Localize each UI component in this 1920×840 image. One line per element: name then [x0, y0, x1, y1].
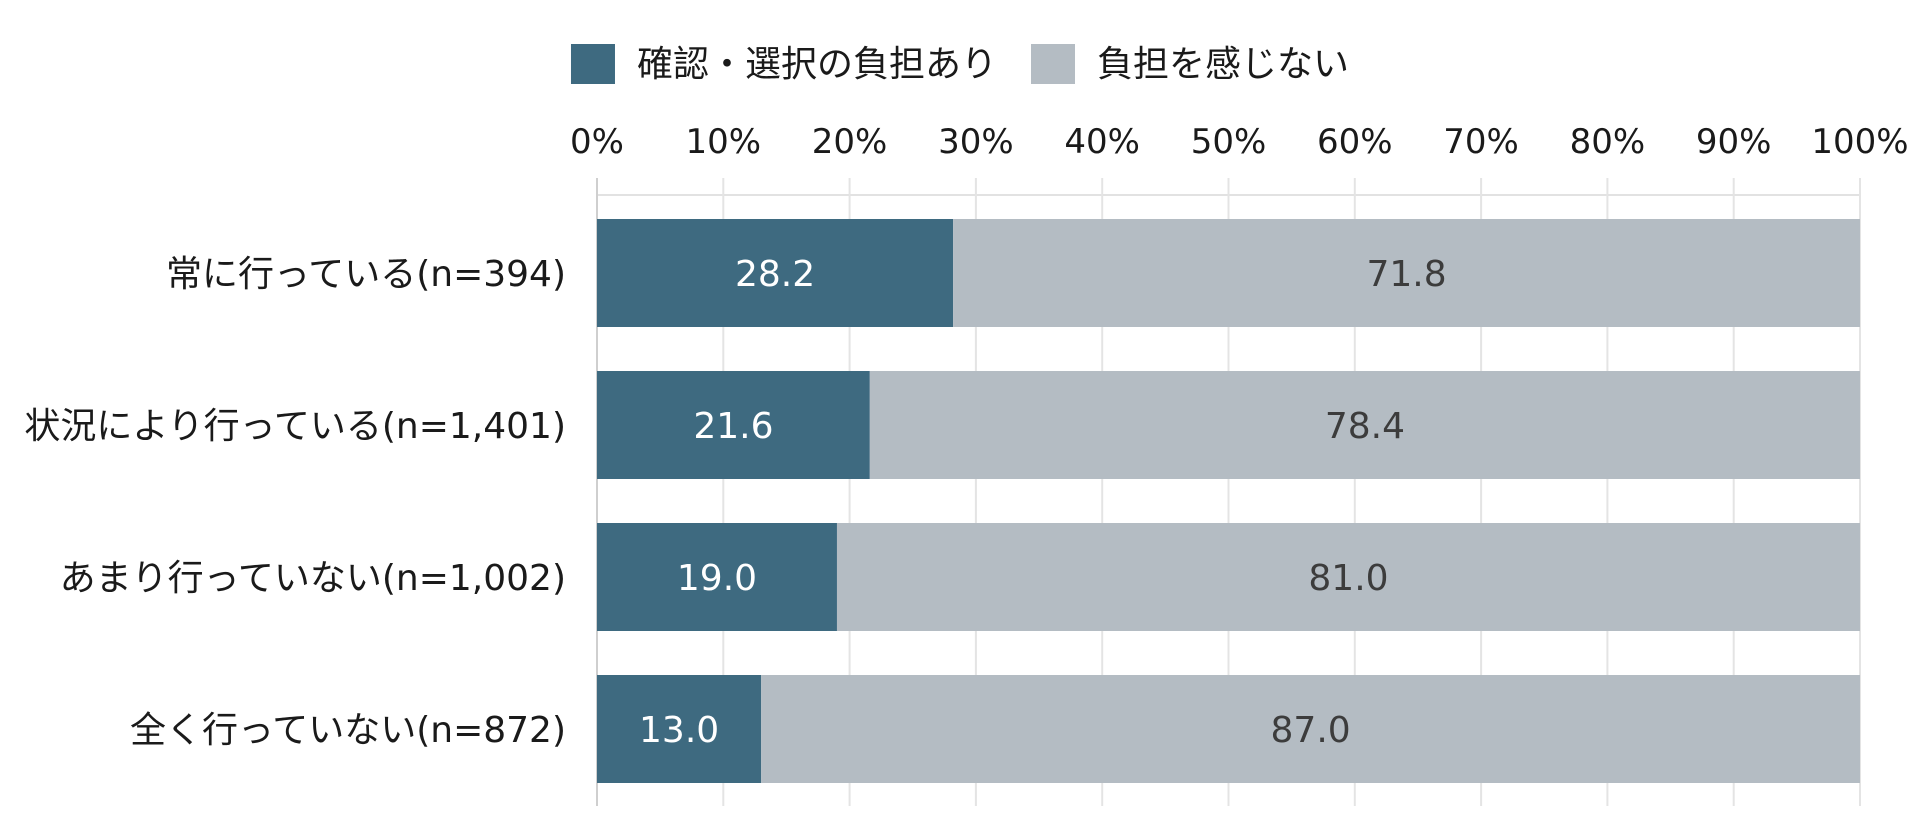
- x-tick-label: 40%: [1064, 122, 1140, 162]
- data-label: 13.0: [639, 710, 719, 751]
- x-tick-label: 70%: [1443, 122, 1519, 162]
- legend-item: 確認・選択の負担あり: [570, 44, 997, 85]
- legend-label: 負担を感じない: [1097, 44, 1349, 85]
- legend-label: 確認・選択の負担あり: [637, 44, 997, 85]
- data-label: 28.2: [735, 254, 815, 295]
- legend: 確認・選択の負担あり 負担を感じない: [570, 44, 1349, 85]
- category-label: 常に行っている(n=394): [166, 254, 566, 295]
- data-label: 81.0: [1308, 558, 1388, 599]
- category-label: 状況により行っている(n=1,401): [24, 406, 566, 447]
- x-tick-label: 90%: [1696, 122, 1772, 162]
- data-label: 21.6: [693, 406, 773, 447]
- bar-segment: [597, 219, 954, 327]
- category-labels: 常に行っている(n=394) 状況により行っている(n=1,401) あまり行ってい…: [24, 254, 566, 751]
- x-tick-label: 10%: [686, 122, 762, 162]
- legend-item: 負担を感じない: [1031, 44, 1349, 85]
- bar-segment: [836, 523, 1860, 631]
- bar-segment: [597, 675, 762, 783]
- data-label: 87.0: [1271, 710, 1351, 751]
- x-tick-label: 60%: [1317, 122, 1393, 162]
- x-tick-label: 20%: [812, 122, 888, 162]
- bar-segment: [597, 523, 837, 631]
- category-label: あまり行っていない(n=1,002): [60, 558, 566, 599]
- bar-segment: [869, 371, 1860, 479]
- x-axis-ticks: 0% 10% 20% 30% 40% 50% 60% 70% 80% 90% 100%: [570, 122, 1909, 162]
- data-label: 78.4: [1325, 406, 1405, 447]
- category-label: 全く行っていない(n=872): [130, 710, 566, 751]
- bar-segment: [597, 371, 870, 479]
- x-tick-label: 0%: [570, 122, 624, 162]
- legend-swatch: [570, 44, 615, 84]
- bars: 28.2 71.8 21.6 78.4 19.0 81.0 13.0 87.0: [597, 219, 1861, 783]
- x-tick-label: 80%: [1570, 122, 1646, 162]
- data-label: 71.8: [1367, 254, 1447, 295]
- x-tick-label: 30%: [938, 122, 1014, 162]
- bar-segment: [761, 675, 1861, 783]
- x-tick-label: 100%: [1811, 122, 1908, 162]
- bar-segment: [953, 219, 1860, 327]
- data-label: 19.0: [677, 558, 757, 599]
- legend-swatch: [1031, 44, 1075, 84]
- x-tick-label: 50%: [1191, 122, 1267, 162]
